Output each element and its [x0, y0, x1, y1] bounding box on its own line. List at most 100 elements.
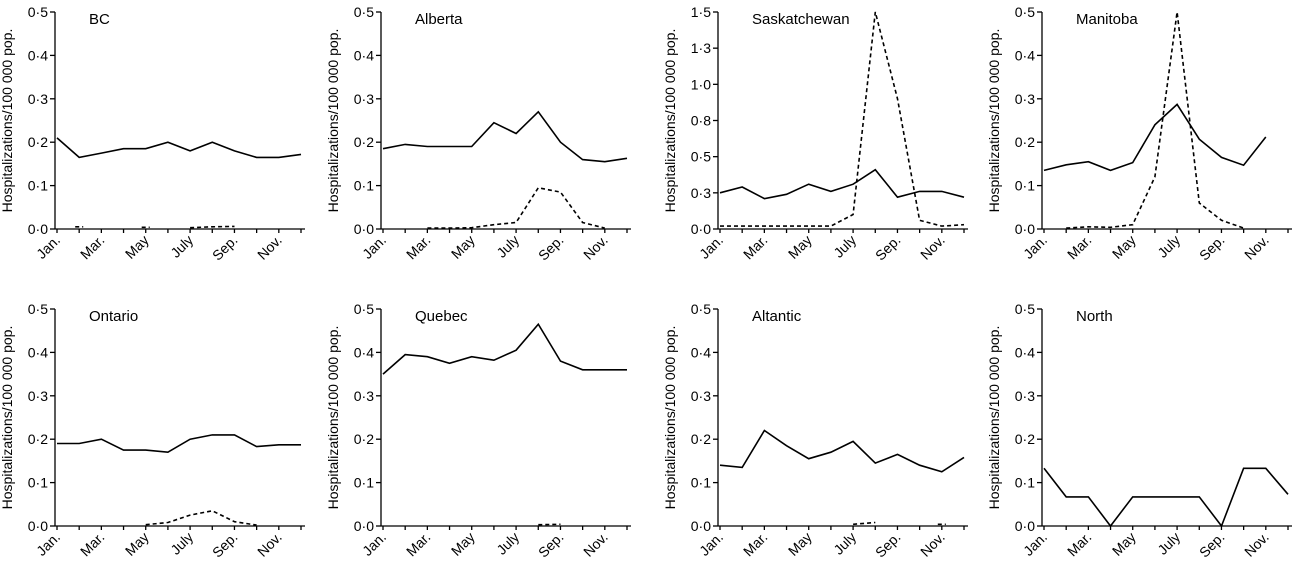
- x-tick-label: Sep.: [535, 529, 567, 561]
- y-tick-label: 0·5: [1015, 4, 1035, 20]
- y-tick-label: 0·0: [691, 518, 711, 534]
- y-axis-label: Hospitalizations/100 000 pop.: [986, 326, 1002, 510]
- x-tick-label: Mar.: [1064, 529, 1095, 560]
- y-tick-label: 0·3: [354, 91, 374, 107]
- x-tick-label: Mar.: [403, 232, 434, 263]
- y-tick-label: 0·1: [28, 475, 48, 491]
- y-tick-label: 0·2: [354, 134, 374, 150]
- series-line-solid: [57, 434, 301, 454]
- series-line-solid: [382, 322, 627, 375]
- x-tick-label: Sep.: [209, 232, 241, 264]
- series-line-dashed: [145, 509, 257, 526]
- panel-title: BC: [89, 11, 110, 28]
- x-tick-label: July: [493, 529, 522, 558]
- x-tick-label: May: [448, 232, 478, 262]
- y-tick-label: 0·1: [28, 178, 48, 194]
- y-axis-label: Hospitalizations/100 000 pop.: [325, 326, 341, 510]
- x-tick-label: Sep.: [1196, 232, 1228, 264]
- x-tick-label: Nov.: [580, 232, 611, 263]
- y-tick-label: 0·4: [354, 47, 374, 63]
- y-tick-label: 0·8: [691, 113, 711, 129]
- x-tick-label: May: [1109, 529, 1139, 559]
- chart-panel-north: 0·0 0·1 0·2 0·3 0·4 0·5 Hospitalizations/100 0…: [986, 301, 1292, 560]
- y-tick-label: 0·0: [1015, 518, 1035, 534]
- x-tick-label: Mar.: [740, 232, 771, 263]
- y-tick-label: 0·1: [1015, 475, 1035, 491]
- x-tick-label: July: [167, 232, 196, 261]
- y-tick-label: 0·2: [691, 431, 711, 447]
- x-tick-label: Nov.: [1241, 529, 1272, 560]
- y-tick-label: 0·3: [28, 388, 48, 404]
- x-tick-label: Mar.: [77, 529, 108, 560]
- x-tick-label: Nov.: [580, 529, 611, 560]
- y-tick-label: 0·4: [28, 344, 48, 360]
- series-line-solid: [382, 110, 628, 163]
- y-tick-label: 0·2: [354, 431, 374, 447]
- x-tick-label: Nov.: [254, 232, 285, 263]
- x-tick-label: May: [785, 232, 815, 262]
- panel-title: Saskatchewan: [752, 11, 850, 28]
- panel-title: Manitoba: [1076, 11, 1138, 28]
- x-tick-label: May: [1109, 232, 1139, 262]
- y-tick-label: 0·0: [354, 518, 374, 534]
- x-tick-label: Mar.: [740, 529, 771, 560]
- y-tick-label: 1·3: [691, 40, 711, 56]
- y-tick-label: 0·4: [28, 47, 48, 63]
- y-tick-label: 0·2: [28, 431, 48, 447]
- x-tick-label: July: [493, 232, 522, 261]
- x-tick-label: May: [122, 529, 152, 559]
- y-tick-label: 0·5: [354, 4, 374, 20]
- chart-panel-alberta: 0·0 0·1 0·2 0·3 0·4 0·5 Hospitalizations/100 0…: [325, 4, 631, 263]
- x-tick-label: Mar.: [1064, 232, 1095, 263]
- x-tick-label: Nov.: [917, 529, 948, 560]
- chart-panel-bc: 0·0 0·1 0·2 0·3 0·4 0·5 Hospitalizations/100 0…: [0, 4, 305, 263]
- y-tick-label: 1·5: [691, 4, 711, 20]
- panel-title: Quebec: [415, 308, 468, 325]
- x-tick-label: Sep.: [209, 529, 241, 561]
- y-axis-label: Hospitalizations/100 000 pop.: [0, 326, 15, 510]
- series-line-solid: [1043, 467, 1289, 528]
- chart-panel-manitoba: 0·0 0·1 0·2 0·3 0·4 0·5 Hospitalizations/100 0…: [986, 4, 1292, 263]
- x-tick-label: Nov.: [917, 232, 948, 263]
- y-tick-label: 0·3: [354, 388, 374, 404]
- y-tick-label: 0·5: [28, 4, 48, 20]
- y-tick-label: 1·0: [691, 76, 711, 92]
- x-tick-label: Sep.: [535, 232, 567, 264]
- series-line-dashed: [1066, 11, 1244, 229]
- y-tick-label: 0·2: [1015, 431, 1035, 447]
- y-axis-label: Hospitalizations/100 000 pop.: [0, 29, 15, 213]
- y-tick-label: 0·5: [1015, 301, 1035, 317]
- y-tick-label: 0·0: [1015, 221, 1035, 237]
- chart-panel-saskatchewan: 0·0 0·3 0·5 0·8 1·0 1·3 1·5 Hospitalizations/10…: [662, 4, 968, 263]
- y-axis-label: Hospitalizations/100 000 pop.: [325, 29, 341, 213]
- x-tick-label: May: [122, 232, 152, 262]
- y-axis-label: Hospitalizations/100 000 pop.: [662, 29, 678, 213]
- y-tick-label: 0·3: [691, 388, 711, 404]
- y-axis-label: Hospitalizations/100 000 pop.: [662, 326, 678, 510]
- x-tick-label: Sep.: [872, 529, 904, 561]
- y-tick-label: 0·3: [28, 91, 48, 107]
- series-line-solid: [719, 168, 965, 200]
- y-tick-label: 0·3: [1015, 91, 1035, 107]
- chart-panel-quebec: 0·0 0·1 0·2 0·3 0·4 0·5 Hospitalizations/100 0…: [325, 301, 631, 560]
- series-line-dashed: [720, 11, 965, 227]
- x-tick-label: May: [448, 529, 478, 559]
- x-tick-label: Sep.: [1196, 529, 1228, 561]
- panel-title: North: [1076, 308, 1113, 325]
- x-tick-label: July: [1154, 232, 1183, 261]
- series-line-dashed: [190, 225, 235, 229]
- y-tick-label: 0·3: [1015, 388, 1035, 404]
- series-line-solid: [719, 429, 965, 473]
- y-tick-label: 0·3: [691, 185, 711, 201]
- x-tick-label: July: [830, 529, 859, 558]
- x-tick-label: July: [830, 232, 859, 261]
- y-tick-label: 0·2: [28, 134, 48, 150]
- y-tick-label: 0·5: [354, 301, 374, 317]
- y-tick-label: 0·5: [691, 301, 711, 317]
- panel-title: Ontario: [89, 308, 138, 325]
- y-tick-label: 0·4: [354, 344, 374, 360]
- y-tick-label: 0·0: [691, 221, 711, 237]
- x-tick-label: May: [785, 529, 815, 559]
- chart-panel-ontario: 0·0 0·1 0·2 0·3 0·4 0·5 Hospitalizations/100 0…: [0, 301, 305, 560]
